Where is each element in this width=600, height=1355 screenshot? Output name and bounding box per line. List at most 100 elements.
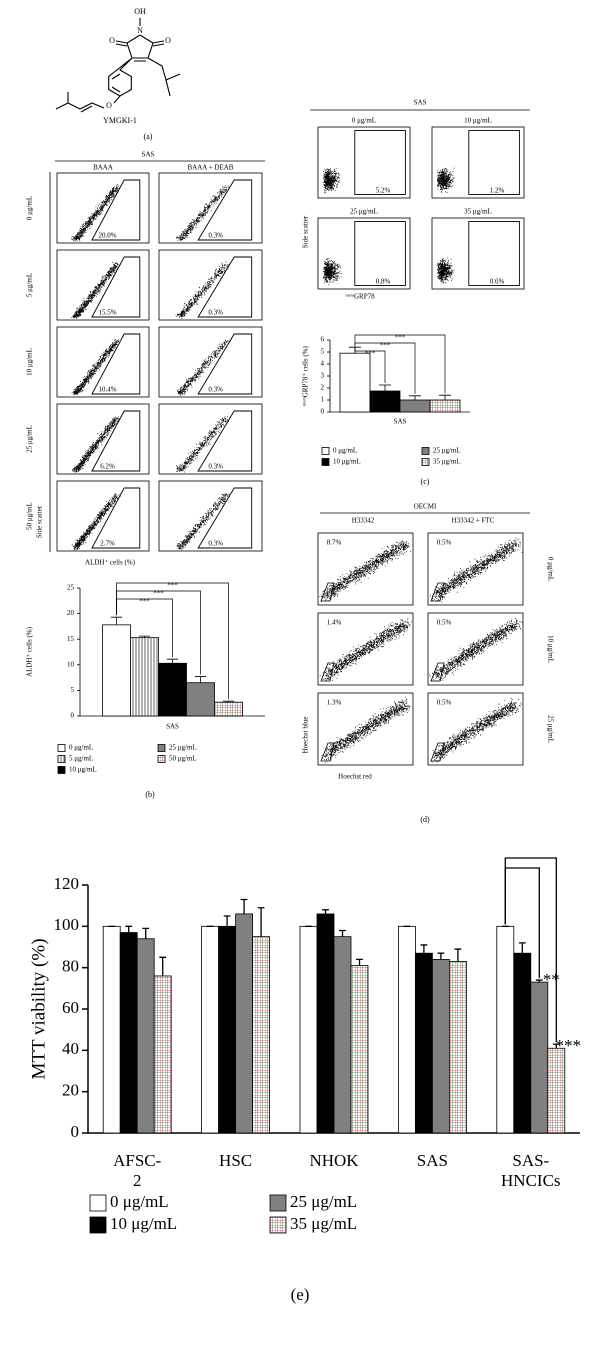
gate-percentage: 0.6%: [490, 278, 505, 286]
legend-swatch: [321, 447, 330, 455]
y-axis-label: MTT viability (%): [28, 938, 49, 1079]
flow-title: SAS: [414, 99, 427, 107]
flow-gate: [197, 487, 253, 549]
gate-percentage: 0.5%: [437, 699, 452, 707]
gate-percentage: 6.2%: [100, 463, 115, 471]
flow-plot-frame: [158, 249, 263, 321]
bar: [448, 961, 467, 1134]
significance-label: ***: [139, 598, 150, 606]
y-tick-label: 2: [321, 384, 325, 392]
legend-label: 35 μg/mL: [433, 458, 461, 466]
gate-percentage: 0.3%: [208, 540, 223, 548]
axis-label: Side scatter: [302, 215, 310, 248]
significance-label: ***: [556, 1036, 582, 1055]
axis-label: ALDH⁺ cells (%): [85, 559, 136, 567]
gate-percentage: 0.5%: [437, 619, 452, 627]
flow-plot-frame: [158, 172, 263, 244]
bar: [218, 925, 237, 1134]
gate-percentage: 10.4%: [99, 386, 117, 394]
legend-label: 35 μg/mL: [290, 1214, 357, 1233]
gate-percentage: 1.3%: [327, 699, 342, 707]
legend-label: 0 μg/mL: [69, 744, 93, 752]
bar: [333, 936, 352, 1134]
significance-label: ***: [167, 582, 178, 590]
y-tick-label: 60: [62, 998, 79, 1017]
bar: [119, 932, 138, 1134]
column-label: H33342 + FTC: [452, 517, 495, 525]
panel-label: (c): [421, 477, 430, 486]
gate-percentage: 0.3%: [208, 386, 223, 394]
row-label: 0 μg/mL: [26, 196, 34, 220]
y-tick-label: 5: [71, 686, 75, 694]
panel-label: (b): [145, 790, 155, 799]
x-tick-label: AFSC-2: [113, 1151, 162, 1190]
compound-name: YMGKI-1: [103, 116, 137, 125]
bar: [130, 637, 159, 717]
error-bar: [159, 956, 167, 976]
flow-gate: [468, 221, 520, 286]
x-tick-label: SAS: [394, 418, 407, 426]
flow-gate: [197, 179, 253, 241]
flow-plot-frame: [56, 326, 150, 398]
row-label: 10 μg/mL: [26, 348, 34, 376]
gate-percentage: 0.5%: [437, 539, 452, 547]
flow-gate: [320, 582, 335, 602]
flow-gate: [197, 333, 253, 395]
y-tick-label: 3: [321, 372, 325, 380]
axis-label: ᵐᵉᵐGRP78: [345, 293, 375, 301]
y-tick-label: 10: [67, 660, 75, 668]
axis-label: Side scatter: [36, 505, 44, 538]
bar: [339, 352, 371, 413]
legend-swatch: [269, 1216, 287, 1234]
flow-dots: [176, 493, 230, 550]
bar: [513, 952, 532, 1134]
panel-label: (d): [420, 815, 430, 824]
legend-swatch: [421, 458, 430, 466]
flow-plot-frame: [158, 480, 263, 552]
flow-gate: [430, 742, 445, 762]
x-tick-label: HSC: [219, 1151, 252, 1170]
flow-dots: [430, 697, 522, 763]
column-label: BAAA: [93, 164, 113, 172]
error-bar: [437, 952, 445, 960]
atom-label: O: [165, 36, 171, 45]
flow-gate: [430, 582, 445, 602]
error-bar: [518, 942, 526, 954]
x-tick-label: NHOK: [309, 1151, 359, 1170]
legend-swatch: [321, 458, 330, 466]
significance-label: ***: [395, 334, 406, 342]
flow-dots: [176, 185, 230, 242]
x-tick-label: SAS: [417, 1151, 448, 1170]
bar: [102, 624, 131, 717]
y-tick-label: 6: [321, 336, 325, 344]
chemical-structure: [55, 18, 181, 113]
flow-gate: [91, 256, 141, 318]
bar: [235, 913, 254, 1134]
atom-label: O: [109, 36, 115, 45]
flow-gate: [320, 662, 335, 682]
error-bar: [409, 395, 421, 400]
plot-label: 35 μg/mL: [464, 208, 492, 216]
panel-label: (e): [291, 1285, 310, 1304]
error-bar: [194, 676, 207, 683]
bar: [350, 965, 369, 1134]
flow-dots: [71, 493, 122, 551]
y-tick-label: 80: [62, 957, 79, 976]
legend-label: 10 μg/mL: [333, 458, 361, 466]
error-bar: [420, 944, 428, 954]
bar: [252, 936, 271, 1134]
legend-swatch: [57, 744, 66, 752]
y-tick-label: 120: [54, 874, 80, 893]
gate-percentage: 0.8%: [376, 278, 391, 286]
bar: [369, 390, 401, 413]
y-tick-label: 100: [54, 915, 80, 934]
flow-dots: [323, 258, 342, 286]
plot-label: 0 μg/mL: [352, 117, 376, 125]
error-bar: [439, 394, 451, 400]
flow-dots: [176, 416, 231, 473]
flow-dots: [72, 416, 120, 473]
legend-swatch: [269, 1194, 287, 1212]
error-bar: [257, 907, 265, 937]
row-label: 25 μg/mL: [26, 425, 34, 453]
gate-percentage: 5.2%: [376, 187, 391, 195]
